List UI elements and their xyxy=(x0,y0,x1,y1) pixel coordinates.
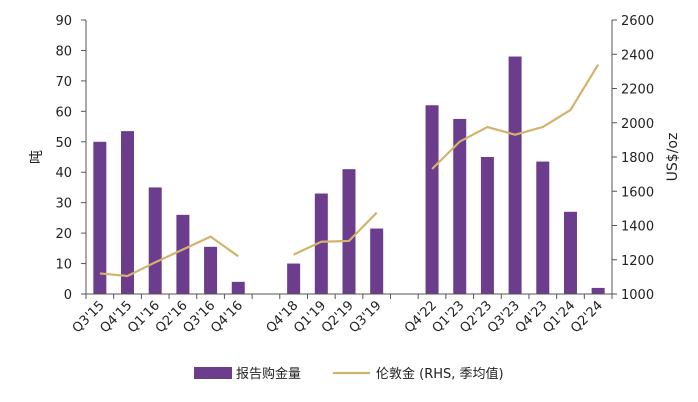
y-left-tick-label: 60 xyxy=(55,105,72,120)
line-layer xyxy=(99,63,600,278)
y-right-tick-label: 1400 xyxy=(621,220,654,235)
y-right-tick-label: 1200 xyxy=(621,254,654,269)
y-right-tick-label: 2200 xyxy=(621,83,654,98)
y-left-tick-label: 80 xyxy=(55,44,72,59)
bar-13 xyxy=(453,118,467,294)
bar-8 xyxy=(314,193,328,294)
y-right-tick-label: 2400 xyxy=(621,48,654,63)
x-tick-label: Q4'16 xyxy=(208,298,246,336)
bar-7 xyxy=(287,263,301,294)
x-tick-label: Q3'19 xyxy=(347,298,385,336)
bar-14 xyxy=(480,157,494,294)
axes-layer: 0 10 20 30 40 50 60 70 80 90 1000 1200 1400 1600 1800 2… xyxy=(55,14,654,303)
y-left-tick-label: 10 xyxy=(55,258,72,273)
bar-3 xyxy=(176,214,190,294)
bar-0 xyxy=(93,141,107,294)
bar-16 xyxy=(536,161,550,294)
bar-9 xyxy=(342,169,356,294)
legend: 报告购金量 伦敦金 (RHS, 季均值) xyxy=(194,366,504,382)
gold-price-line-segment-1 xyxy=(293,211,378,256)
legend-label-line: 伦敦金 (RHS, 季均值) xyxy=(376,366,504,382)
legend-swatch-bars xyxy=(194,367,232,379)
y-left-tick-label: 40 xyxy=(55,166,72,181)
bar-12 xyxy=(425,105,439,294)
y-left-tick-label: 0 xyxy=(64,288,72,303)
y-right-tick-label: 1600 xyxy=(621,185,654,200)
y-left-title: 吨 xyxy=(29,150,45,164)
gold-price-line-segment-0 xyxy=(99,235,239,278)
y-left-tick-label: 30 xyxy=(55,197,72,212)
y-left-tick-label: 70 xyxy=(55,75,72,90)
bar-2 xyxy=(148,187,162,294)
bar-1 xyxy=(121,131,135,294)
bar-10 xyxy=(370,228,384,294)
bar-15 xyxy=(508,56,522,295)
x-tick-label: Q2'24 xyxy=(568,298,606,336)
y-right-tick-label: 1000 xyxy=(621,288,654,303)
y-left-tick-label: 20 xyxy=(55,227,72,242)
y-right-title: US$/oz xyxy=(665,133,681,182)
bar-17 xyxy=(563,211,577,294)
bar-4 xyxy=(204,246,218,294)
legend-label-bars: 报告购金量 xyxy=(236,366,301,382)
bar-18 xyxy=(591,287,605,294)
y-right-tick-label: 1800 xyxy=(621,151,654,166)
y-left-tick-label: 50 xyxy=(55,136,72,151)
y-right-tick-label: 2600 xyxy=(621,14,654,29)
bar-5 xyxy=(231,281,245,294)
bars-layer xyxy=(93,56,605,295)
y-left-tick-label: 90 xyxy=(55,14,72,29)
axis-titles: 吨 US$/oz xyxy=(29,133,681,182)
gold-price-line-segment-2 xyxy=(431,63,600,170)
y-right-tick-label: 2000 xyxy=(621,117,654,132)
